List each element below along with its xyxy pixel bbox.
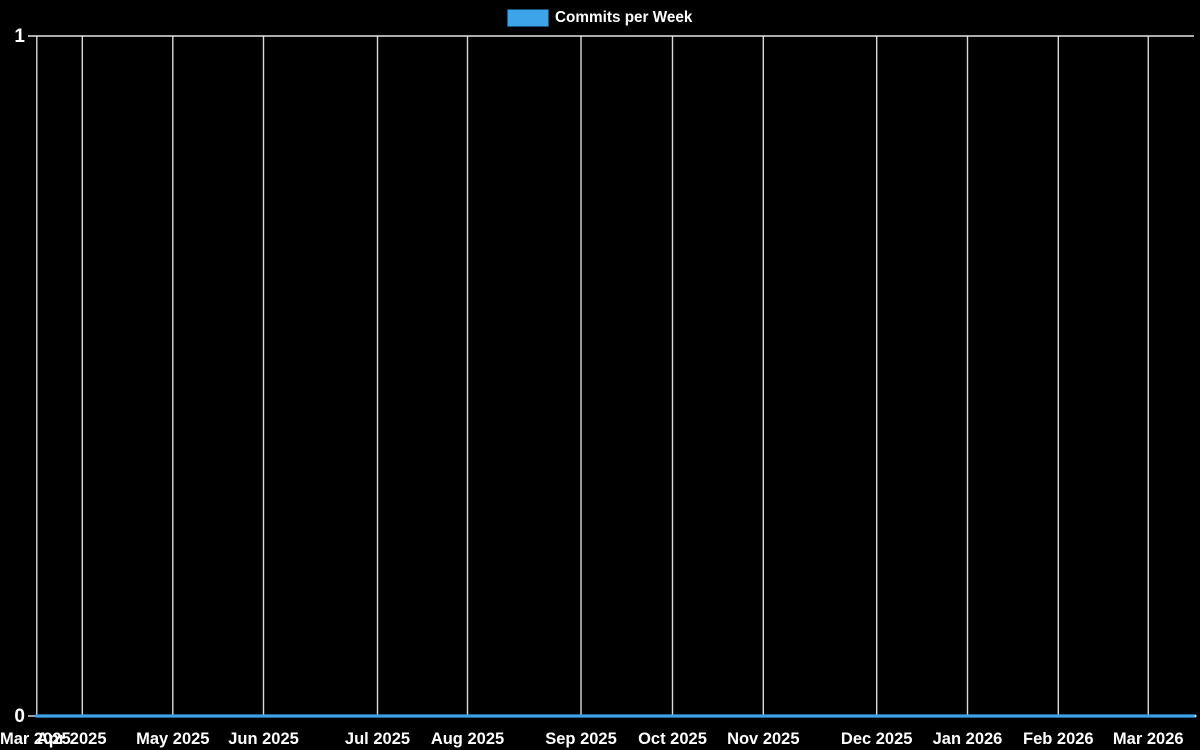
svg-text:Jun 2025: Jun 2025 bbox=[228, 730, 299, 748]
svg-text:Oct 2025: Oct 2025 bbox=[638, 730, 707, 748]
svg-text:Mar 2026: Mar 2026 bbox=[1113, 730, 1184, 748]
svg-text:Sep 2025: Sep 2025 bbox=[545, 730, 617, 748]
svg-text:Apr 2025: Apr 2025 bbox=[37, 730, 107, 748]
svg-text:Feb 2026: Feb 2026 bbox=[1023, 730, 1094, 748]
svg-text:Nov 2025: Nov 2025 bbox=[727, 730, 799, 748]
svg-text:May 2025: May 2025 bbox=[136, 730, 209, 748]
svg-text:Commits per Week: Commits per Week bbox=[555, 9, 693, 26]
svg-text:0: 0 bbox=[14, 706, 25, 727]
svg-text:Jan 2026: Jan 2026 bbox=[933, 730, 1003, 748]
svg-text:Jul 2025: Jul 2025 bbox=[345, 730, 410, 748]
svg-text:Dec 2025: Dec 2025 bbox=[841, 730, 913, 748]
svg-text:Aug 2025: Aug 2025 bbox=[431, 730, 504, 748]
svg-text:1: 1 bbox=[14, 26, 25, 47]
